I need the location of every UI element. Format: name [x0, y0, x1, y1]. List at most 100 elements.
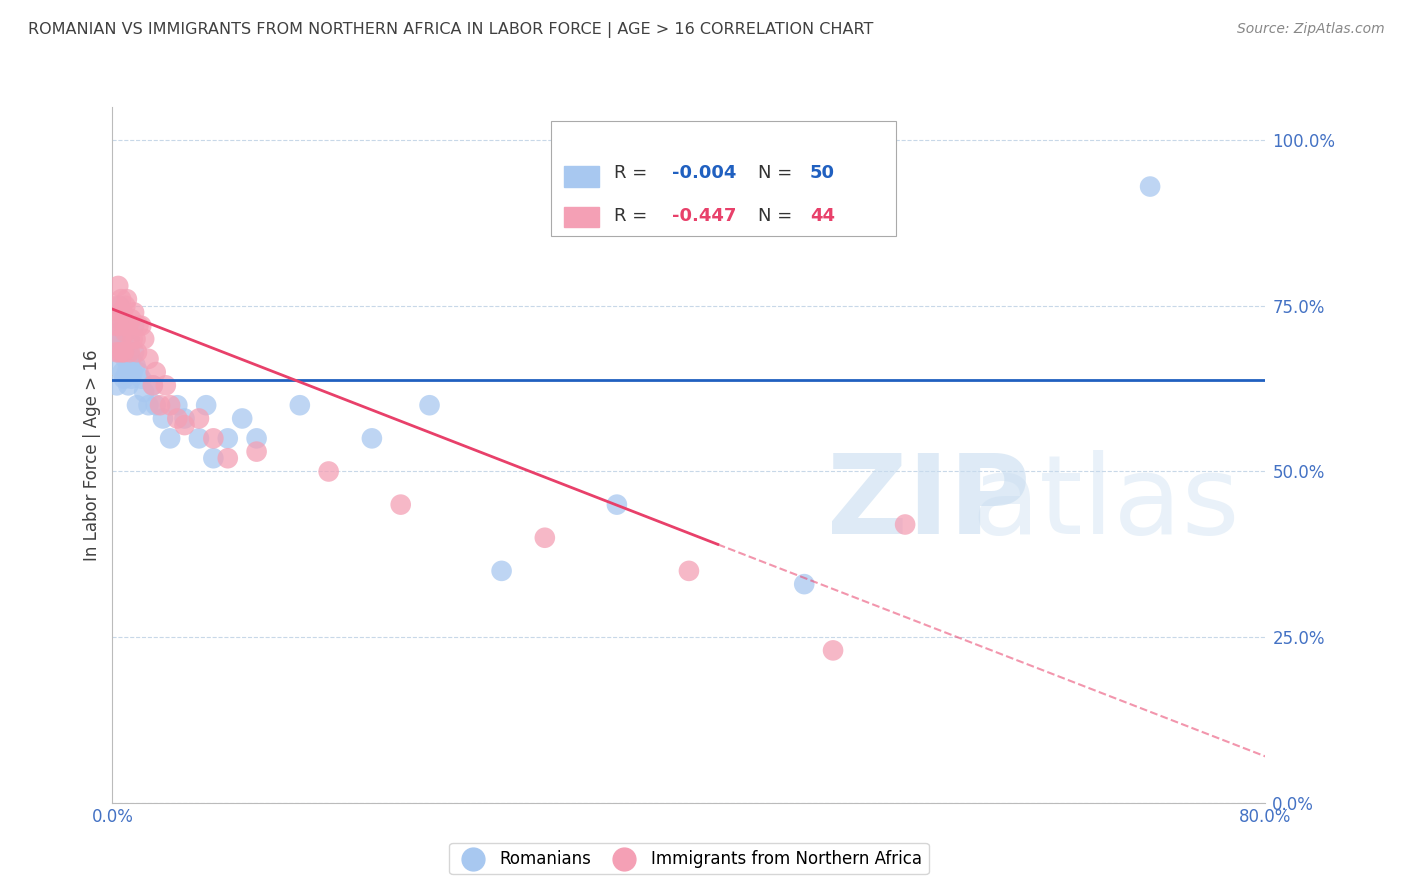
Point: [195, 398, 218, 412]
Point: [110, 292, 132, 306]
Point: [129, 318, 153, 333]
Point: [122, 318, 145, 333]
Point: [173, 411, 195, 425]
FancyBboxPatch shape: [551, 121, 897, 235]
Point: [104, 359, 127, 373]
Point: [188, 411, 211, 425]
Point: [491, 564, 513, 578]
Point: [121, 332, 143, 346]
Text: atlas: atlas: [972, 450, 1240, 558]
Point: [121, 365, 143, 379]
Text: R =: R =: [614, 207, 652, 226]
Point: [108, 305, 131, 319]
Point: [107, 332, 129, 346]
Point: [115, 365, 138, 379]
Point: [231, 411, 253, 425]
Point: [149, 398, 172, 412]
Point: [104, 318, 127, 333]
Point: [108, 299, 131, 313]
Point: [115, 318, 138, 333]
Point: [217, 431, 239, 445]
Point: [288, 398, 311, 412]
Point: [105, 299, 128, 313]
Point: [107, 279, 129, 293]
Point: [134, 384, 156, 399]
Text: ROMANIAN VS IMMIGRANTS FROM NORTHERN AFRICA IN LABOR FORCE | AGE > 16 CORRELATIO: ROMANIAN VS IMMIGRANTS FROM NORTHERN AFR…: [28, 22, 873, 38]
Text: Source: ZipAtlas.com: Source: ZipAtlas.com: [1237, 22, 1385, 37]
Point: [110, 318, 132, 333]
Point: [152, 411, 174, 425]
Point: [117, 378, 139, 392]
Point: [166, 411, 188, 425]
Point: [155, 378, 177, 392]
Point: [245, 431, 267, 445]
Point: [105, 345, 128, 359]
Point: [202, 451, 225, 466]
Point: [793, 577, 815, 591]
Point: [124, 359, 146, 373]
Point: [110, 332, 132, 346]
Point: [111, 365, 134, 379]
Text: 44: 44: [810, 207, 835, 226]
Text: 50: 50: [810, 164, 835, 182]
Point: [188, 431, 211, 445]
Point: [202, 431, 225, 445]
Point: [112, 318, 135, 333]
Point: [120, 351, 142, 366]
Point: [125, 345, 148, 359]
Point: [111, 305, 134, 319]
Point: [107, 345, 129, 359]
Point: [245, 444, 267, 458]
Point: [114, 326, 136, 340]
Text: -0.447: -0.447: [672, 207, 735, 226]
Point: [142, 378, 165, 392]
Point: [821, 643, 844, 657]
Point: [114, 326, 136, 340]
Point: [120, 372, 142, 386]
Point: [112, 372, 135, 386]
Point: [678, 564, 700, 578]
Point: [134, 332, 156, 346]
Point: [127, 318, 149, 333]
Point: [118, 332, 141, 346]
Point: [110, 345, 132, 359]
Point: [117, 345, 139, 359]
Point: [124, 332, 146, 346]
Point: [111, 345, 134, 359]
Text: R =: R =: [614, 164, 652, 182]
Point: [217, 451, 239, 466]
Point: [122, 305, 145, 319]
Point: [114, 299, 136, 313]
Point: [1139, 179, 1161, 194]
Point: [129, 372, 153, 386]
Y-axis label: In Labor Force | Age > 16: In Labor Force | Age > 16: [83, 349, 101, 561]
FancyBboxPatch shape: [564, 166, 599, 187]
Point: [117, 318, 139, 333]
Point: [105, 378, 128, 392]
Point: [145, 365, 167, 379]
Text: N =: N =: [758, 164, 799, 182]
Point: [114, 351, 136, 366]
Text: -0.004: -0.004: [672, 164, 735, 182]
Point: [111, 332, 134, 346]
Point: [138, 398, 160, 412]
Point: [115, 292, 138, 306]
Text: ZIP: ZIP: [827, 450, 1031, 558]
Point: [122, 345, 145, 359]
Point: [159, 398, 181, 412]
FancyBboxPatch shape: [564, 207, 599, 227]
Point: [533, 531, 555, 545]
Point: [145, 398, 167, 412]
Point: [108, 326, 131, 340]
Text: N =: N =: [758, 207, 799, 226]
Point: [118, 345, 141, 359]
Point: [127, 365, 149, 379]
Point: [318, 465, 340, 479]
Legend: Romanians, Immigrants from Northern Africa: Romanians, Immigrants from Northern Afri…: [449, 843, 929, 874]
Point: [125, 398, 148, 412]
Point: [166, 398, 188, 412]
Point: [894, 517, 917, 532]
Point: [107, 318, 129, 333]
Point: [118, 359, 141, 373]
Point: [138, 351, 160, 366]
